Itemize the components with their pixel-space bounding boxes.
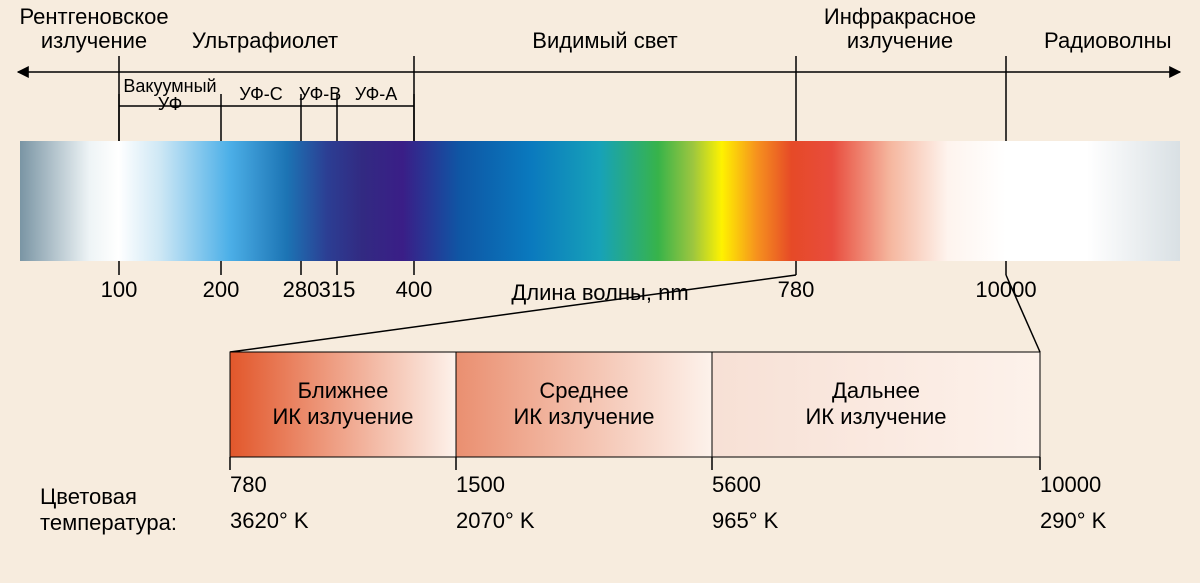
ir-tick-nm: 780 bbox=[230, 472, 267, 497]
ir-tick-kelvin: 2070° K bbox=[456, 508, 535, 533]
uv-sub-label: УФ-C bbox=[239, 84, 283, 104]
ir-segment-label: Среднее bbox=[539, 378, 628, 403]
uv-sub-label: УФ-B bbox=[299, 84, 342, 104]
spectrum-tick-label: 315 bbox=[319, 277, 356, 302]
spectrum-tick-label: 400 bbox=[396, 277, 433, 302]
spectrum-tick-label: 100 bbox=[101, 277, 138, 302]
top-band-label: Ультрафиолет bbox=[192, 28, 338, 53]
spectrum-bar bbox=[20, 141, 1180, 261]
top-band-label: излучение bbox=[41, 28, 147, 53]
ir-tick-kelvin: 290° K bbox=[1040, 508, 1107, 533]
ir-tick-kelvin: 965° K bbox=[712, 508, 779, 533]
top-band-label: Видимый свет bbox=[532, 28, 677, 53]
ir-segment-label: ИК излучение bbox=[805, 404, 946, 429]
spectrum-tick-label: 280 bbox=[283, 277, 320, 302]
spectrum-tick-label: 780 bbox=[778, 277, 815, 302]
uv-sub-label: УФ bbox=[158, 94, 183, 114]
spectrum-tick-label: 200 bbox=[203, 277, 240, 302]
spectrum-tick-label: 10000 bbox=[975, 277, 1036, 302]
uv-sub-label: Вакуумный bbox=[123, 76, 216, 96]
ir-segment-label: Ближнее bbox=[298, 378, 389, 403]
ir-tick-nm: 1500 bbox=[456, 472, 505, 497]
uv-sub-label: УФ-A bbox=[355, 84, 398, 104]
ir-tick-kelvin: 3620° K bbox=[230, 508, 309, 533]
ir-segment-label: Дальнее bbox=[832, 378, 920, 403]
top-band-label: Рентгеновское bbox=[19, 4, 168, 29]
ir-tick-nm: 10000 bbox=[1040, 472, 1101, 497]
ir-tick-nm: 5600 bbox=[712, 472, 761, 497]
color-temp-label: Цветовая bbox=[40, 484, 137, 509]
top-band-label: Радиоволны bbox=[1044, 28, 1172, 53]
color-temp-label: температура: bbox=[40, 510, 177, 535]
top-band-label: излучение bbox=[847, 28, 953, 53]
ir-segment-label: ИК излучение bbox=[513, 404, 654, 429]
top-band-label: Инфракрасное bbox=[824, 4, 976, 29]
ir-segment-label: ИК излучение bbox=[272, 404, 413, 429]
